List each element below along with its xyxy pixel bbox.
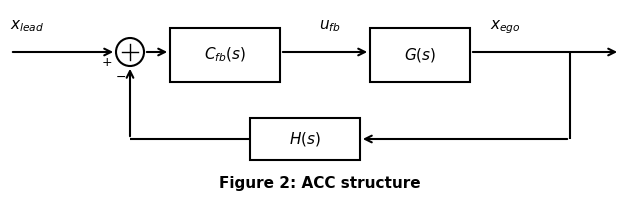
Bar — [170, 28, 280, 82]
Bar — [370, 28, 470, 82]
Text: $-$: $-$ — [115, 70, 126, 83]
Text: $+$: $+$ — [100, 56, 112, 69]
Text: $C_{fb}(s)$: $C_{fb}(s)$ — [204, 46, 246, 64]
Text: $x_{ego}$: $x_{ego}$ — [490, 18, 521, 36]
Text: $G(s)$: $G(s)$ — [404, 46, 436, 64]
Text: $u_{fb}$: $u_{fb}$ — [319, 18, 341, 34]
Text: $x_{lead}$: $x_{lead}$ — [10, 18, 44, 34]
Bar — [250, 118, 360, 160]
Text: $H(s)$: $H(s)$ — [289, 130, 321, 148]
Text: Figure 2: ACC structure: Figure 2: ACC structure — [219, 176, 421, 191]
